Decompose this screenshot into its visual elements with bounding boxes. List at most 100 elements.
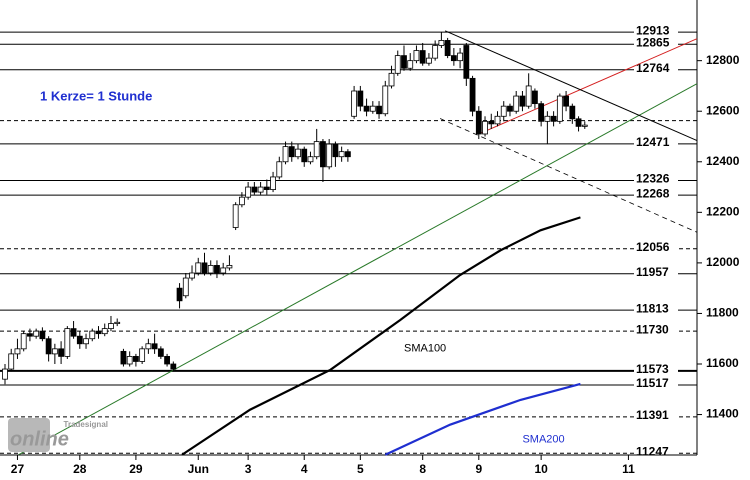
level-label: 12764 [636,61,670,75]
candle-body [2,368,8,380]
x-tick-label: Jun [188,462,209,476]
candle-body [363,105,370,112]
candle-body [83,338,89,345]
candle-body [482,120,488,135]
candle-body [544,115,551,122]
candle-body [220,267,227,274]
level-label-bg [634,61,678,75]
x-tick-label: 10 [534,462,548,476]
candle-body [263,186,270,190]
level-label: 12913 [636,23,670,37]
candle-body [189,272,195,279]
candle-body [27,333,33,337]
level-label-bg [634,172,678,186]
candle-body [525,85,532,107]
level-label-bg [634,36,678,50]
candle-body [295,148,301,158]
level-label-bg [634,376,678,390]
candle-body [419,50,426,64]
candle-body [288,146,295,158]
y-tick-label: 12600 [706,103,740,117]
candle-body [351,90,358,117]
level-label: 11517 [636,376,669,390]
candle-body [469,77,476,112]
x-tick-label: 3 [245,462,252,476]
level-label-bg [634,24,678,38]
level-label: 11391 [636,408,669,422]
trend-line [384,382,581,456]
candle-body [251,186,258,193]
candle-body [164,356,170,365]
candle-body [301,148,308,163]
x-tick-label: 9 [475,462,482,476]
level-label: 11573 [636,362,669,376]
candle-body [426,57,432,64]
candle-body [133,356,139,362]
candle-body [394,55,401,74]
trend-line [18,83,698,456]
candle-body [276,161,283,178]
level-label-bg [634,265,678,279]
candle-body [382,85,389,115]
candle-body [232,204,239,228]
candle-body [195,262,202,274]
candle-body [326,143,333,168]
candle-body [307,156,314,163]
level-label-bg [634,240,678,254]
candle-body [507,105,513,112]
candle-body [357,90,364,107]
candle-body [338,151,345,158]
y-tick-label: 11800 [706,306,739,320]
candle-body [207,265,214,274]
level-label: 12471 [636,135,670,149]
level-label-bg [634,362,678,376]
candle-body [45,338,52,355]
candle-body [475,110,482,135]
candle-body [432,45,439,59]
candle-body [550,115,557,122]
y-tick-label: 12200 [706,205,740,219]
candle-body [401,55,407,69]
level-label: 11957 [636,265,669,279]
logo-big: online [10,428,69,450]
level-label-bg [634,302,678,316]
line-label: SMA100 [404,343,446,355]
trend-line [479,38,698,134]
watermark: Tradesignal online [8,418,108,452]
candle-body [320,141,326,168]
candle-body [332,143,339,158]
y-tick-label: 12400 [706,154,740,168]
candle-body [14,348,21,355]
y-tick-label: 11400 [706,407,739,421]
candle-body [58,348,64,357]
candle-body [89,330,96,340]
candle-body [438,40,445,46]
level-label: 11730 [636,322,669,336]
candle-body [538,103,545,122]
candle-body [139,348,146,362]
candle-body [226,265,233,269]
candle-body [463,45,470,79]
candle-body [126,356,133,365]
candle-body [20,333,27,350]
candle-body [282,146,289,163]
level-label: 12326 [636,172,670,186]
candle-body [519,95,526,107]
candle-body [556,95,563,122]
trend-line [181,216,581,456]
x-tick-label: 27 [11,462,25,476]
candle-body [569,105,576,120]
candle-body [214,265,220,274]
x-tick-label: 29 [129,462,143,476]
candle-body [581,124,588,127]
candle-body [33,330,40,337]
level-label: 12268 [636,186,670,200]
candle-body [313,141,320,158]
candle-body [51,348,58,355]
level-label: 12865 [636,35,670,49]
y-tick-label: 11600 [706,356,739,370]
candle-body [257,186,264,193]
candle-body [450,55,457,62]
